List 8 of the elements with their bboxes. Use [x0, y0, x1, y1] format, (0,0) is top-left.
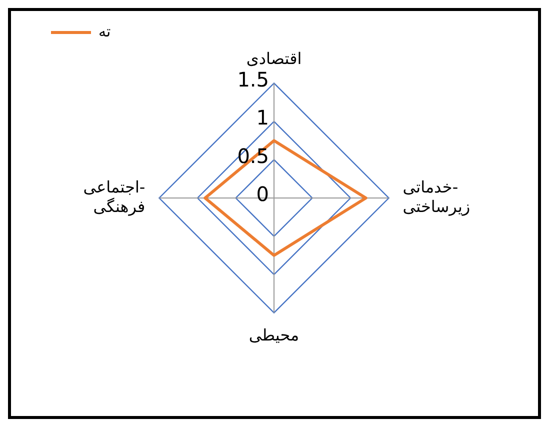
spoke-label: خدماتی- زیرساختی	[402, 178, 470, 216]
legend-label: ته	[98, 22, 111, 40]
y-tick-label: 1	[256, 106, 269, 130]
spoke-label: اقتصادی	[246, 48, 302, 68]
y-tick-label: 1.5	[237, 67, 269, 92]
spoke-label: محیطی	[248, 326, 300, 345]
y-tick-label: 0	[256, 182, 269, 206]
spoke-label: اجتماعی- فرهنگی	[83, 178, 146, 216]
